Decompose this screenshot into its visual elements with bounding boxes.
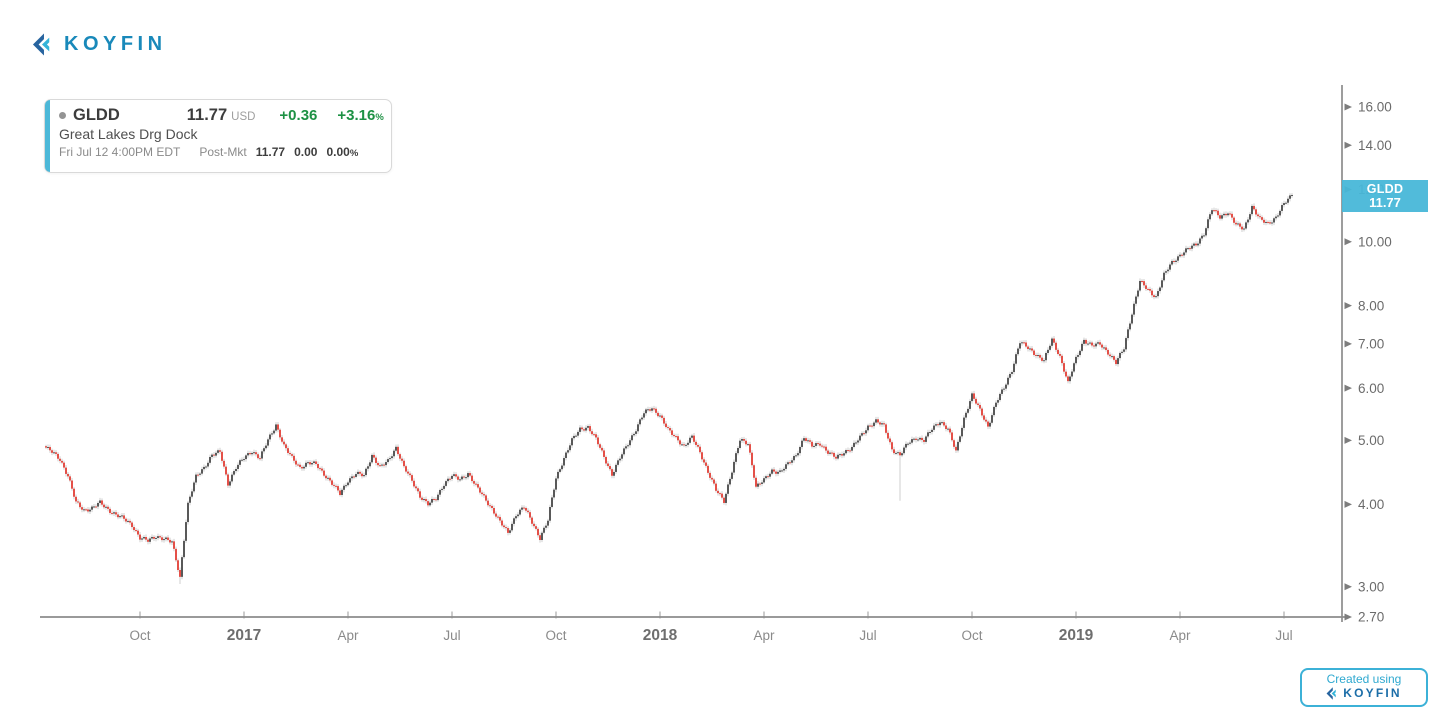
koyfin-logo[interactable]: KOYFIN: [32, 33, 167, 56]
y-tick-label: 14.00: [1358, 138, 1392, 153]
postmarket-label: Post-Mkt: [199, 145, 247, 159]
y-tick-label: 4.00: [1358, 497, 1384, 512]
quote-change: +0.36: [279, 107, 318, 124]
x-tick-year-label: 2017: [227, 627, 261, 644]
x-tick-month-label: Apr: [1169, 628, 1191, 643]
chart-axes: [40, 85, 1345, 622]
postmarket-change-percent: 0.00%: [326, 145, 359, 159]
koyfin-badge-icon: [1326, 687, 1336, 700]
candlesticks: [45, 193, 1293, 584]
y-tick-label: 5.00: [1358, 433, 1384, 448]
x-tick-month-label: Jul: [859, 628, 876, 643]
quote-company-name: Great Lakes Drg Dock: [59, 126, 198, 142]
y-tick-label: 16.00: [1358, 100, 1392, 115]
x-tick-month-label: Apr: [753, 628, 775, 643]
y-tick-label: 7.00: [1358, 337, 1384, 352]
x-tick-month-label: Jul: [443, 628, 460, 643]
y-tick-label: 2.70: [1358, 610, 1384, 625]
quote-ticker: GLDD: [73, 106, 120, 124]
y-tick-label: 10.00: [1358, 234, 1392, 249]
x-tick-month-label: Oct: [545, 628, 566, 643]
x-tick-year-label: 2018: [643, 627, 678, 644]
quote-timestamp: Fri Jul 12 4:00PM EDT: [59, 145, 181, 159]
koyfin-logo-icon: [32, 33, 50, 56]
quote-card[interactable]: GLDD 11.77 USD +0.36 +3.16% Great Lakes …: [44, 99, 392, 173]
quote-change-percent: +3.16%: [337, 107, 384, 124]
last-price-value: 11.77: [1369, 195, 1401, 210]
y-axis-tick-labels: 16.0014.0012.0010.008.007.006.005.004.00…: [1344, 100, 1392, 625]
badge-caption: Created using: [1326, 672, 1402, 686]
x-tick-month-label: Oct: [129, 628, 150, 643]
series-marker-dot: [59, 112, 66, 119]
created-using-badge[interactable]: Created using KOYFIN: [1300, 668, 1428, 707]
y-tick-label: 6.00: [1358, 381, 1384, 396]
x-tick-month-label: Oct: [961, 628, 982, 643]
quote-row-session: Fri Jul 12 4:00PM EDT Post-Mkt 11.77 0.0…: [59, 145, 383, 159]
quote-currency: USD: [231, 111, 256, 123]
postmarket-price: 11.77: [255, 145, 286, 159]
postmarket-change: 0.00: [294, 145, 318, 159]
x-tick-month-label: Jul: [1275, 628, 1292, 643]
quote-row-main: GLDD 11.77 USD +0.36 +3.16%: [59, 106, 384, 125]
quote-price: 11.77: [186, 106, 228, 124]
x-axis-tick-labels: Oct 2017 Apr Jul Oct 2018 Apr Jul Oct 2019 Apr Jul: [129, 627, 1292, 644]
x-tick-month-label: Apr: [337, 628, 359, 643]
y-tick-label: 8.00: [1358, 298, 1384, 313]
quote-accent-bar: [45, 100, 50, 172]
y-tick-label: 3.00: [1358, 580, 1384, 595]
last-price-ticker: GLDD: [1366, 182, 1404, 196]
x-tick-year-label: 2019: [1059, 627, 1094, 644]
last-price-label: GLDD 11.77: [1342, 180, 1428, 212]
koyfin-logo-text: KOYFIN: [64, 33, 167, 55]
koyfin-badge-text: KOYFIN: [1343, 686, 1402, 701]
